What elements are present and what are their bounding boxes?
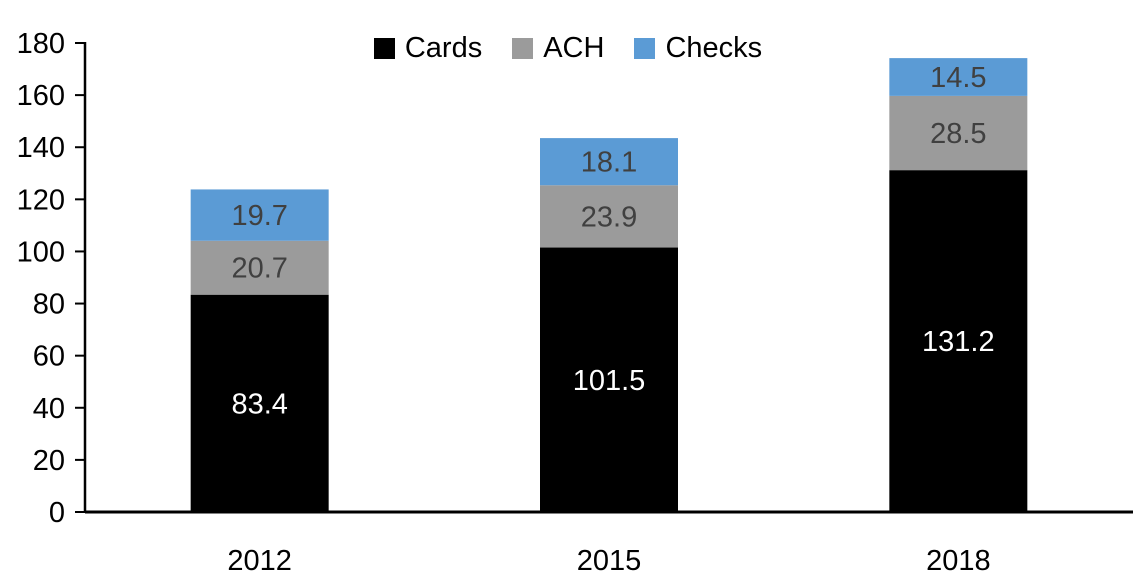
bar-segment-cards-2012	[190, 294, 329, 512]
bar-segment-ach-2018	[889, 95, 1028, 171]
bar-segment-cards-2018	[889, 170, 1028, 512]
bar-segment-checks-2015	[540, 138, 678, 186]
y-tick-label: 160	[17, 80, 65, 112]
bar-value-label: 14.5	[930, 62, 986, 94]
x-category-label: 2018	[926, 545, 991, 577]
y-tick-label: 100	[17, 236, 65, 268]
bar-segment-checks-2012	[190, 189, 329, 241]
y-tick-label: 20	[33, 445, 65, 477]
bar-value-label: 23.9	[581, 201, 637, 233]
y-tick-label: 180	[17, 28, 65, 60]
y-tick-label: 60	[33, 341, 65, 373]
y-tick-label: 0	[49, 497, 65, 529]
bar-value-label: 18.1	[581, 147, 637, 179]
bar-value-label: 28.5	[930, 118, 986, 150]
y-tick-label: 120	[17, 184, 65, 216]
bar-segment-ach-2015	[540, 185, 678, 248]
bar-segment-cards-2015	[540, 247, 678, 512]
y-tick-label: 140	[17, 132, 65, 164]
x-category-label: 2012	[227, 545, 292, 577]
bar-value-label: 20.7	[231, 253, 287, 285]
bar-value-label: 19.7	[231, 200, 287, 232]
bar-value-label: 101.5	[573, 365, 646, 397]
bar-value-label: 83.4	[231, 388, 287, 420]
y-tick-label: 40	[33, 393, 65, 425]
bar-segment-checks-2018	[889, 58, 1028, 96]
x-category-label: 2015	[577, 545, 642, 577]
y-tick-label: 80	[33, 289, 65, 321]
bar-value-label: 131.2	[922, 326, 995, 358]
bar-segment-ach-2012	[190, 240, 329, 295]
